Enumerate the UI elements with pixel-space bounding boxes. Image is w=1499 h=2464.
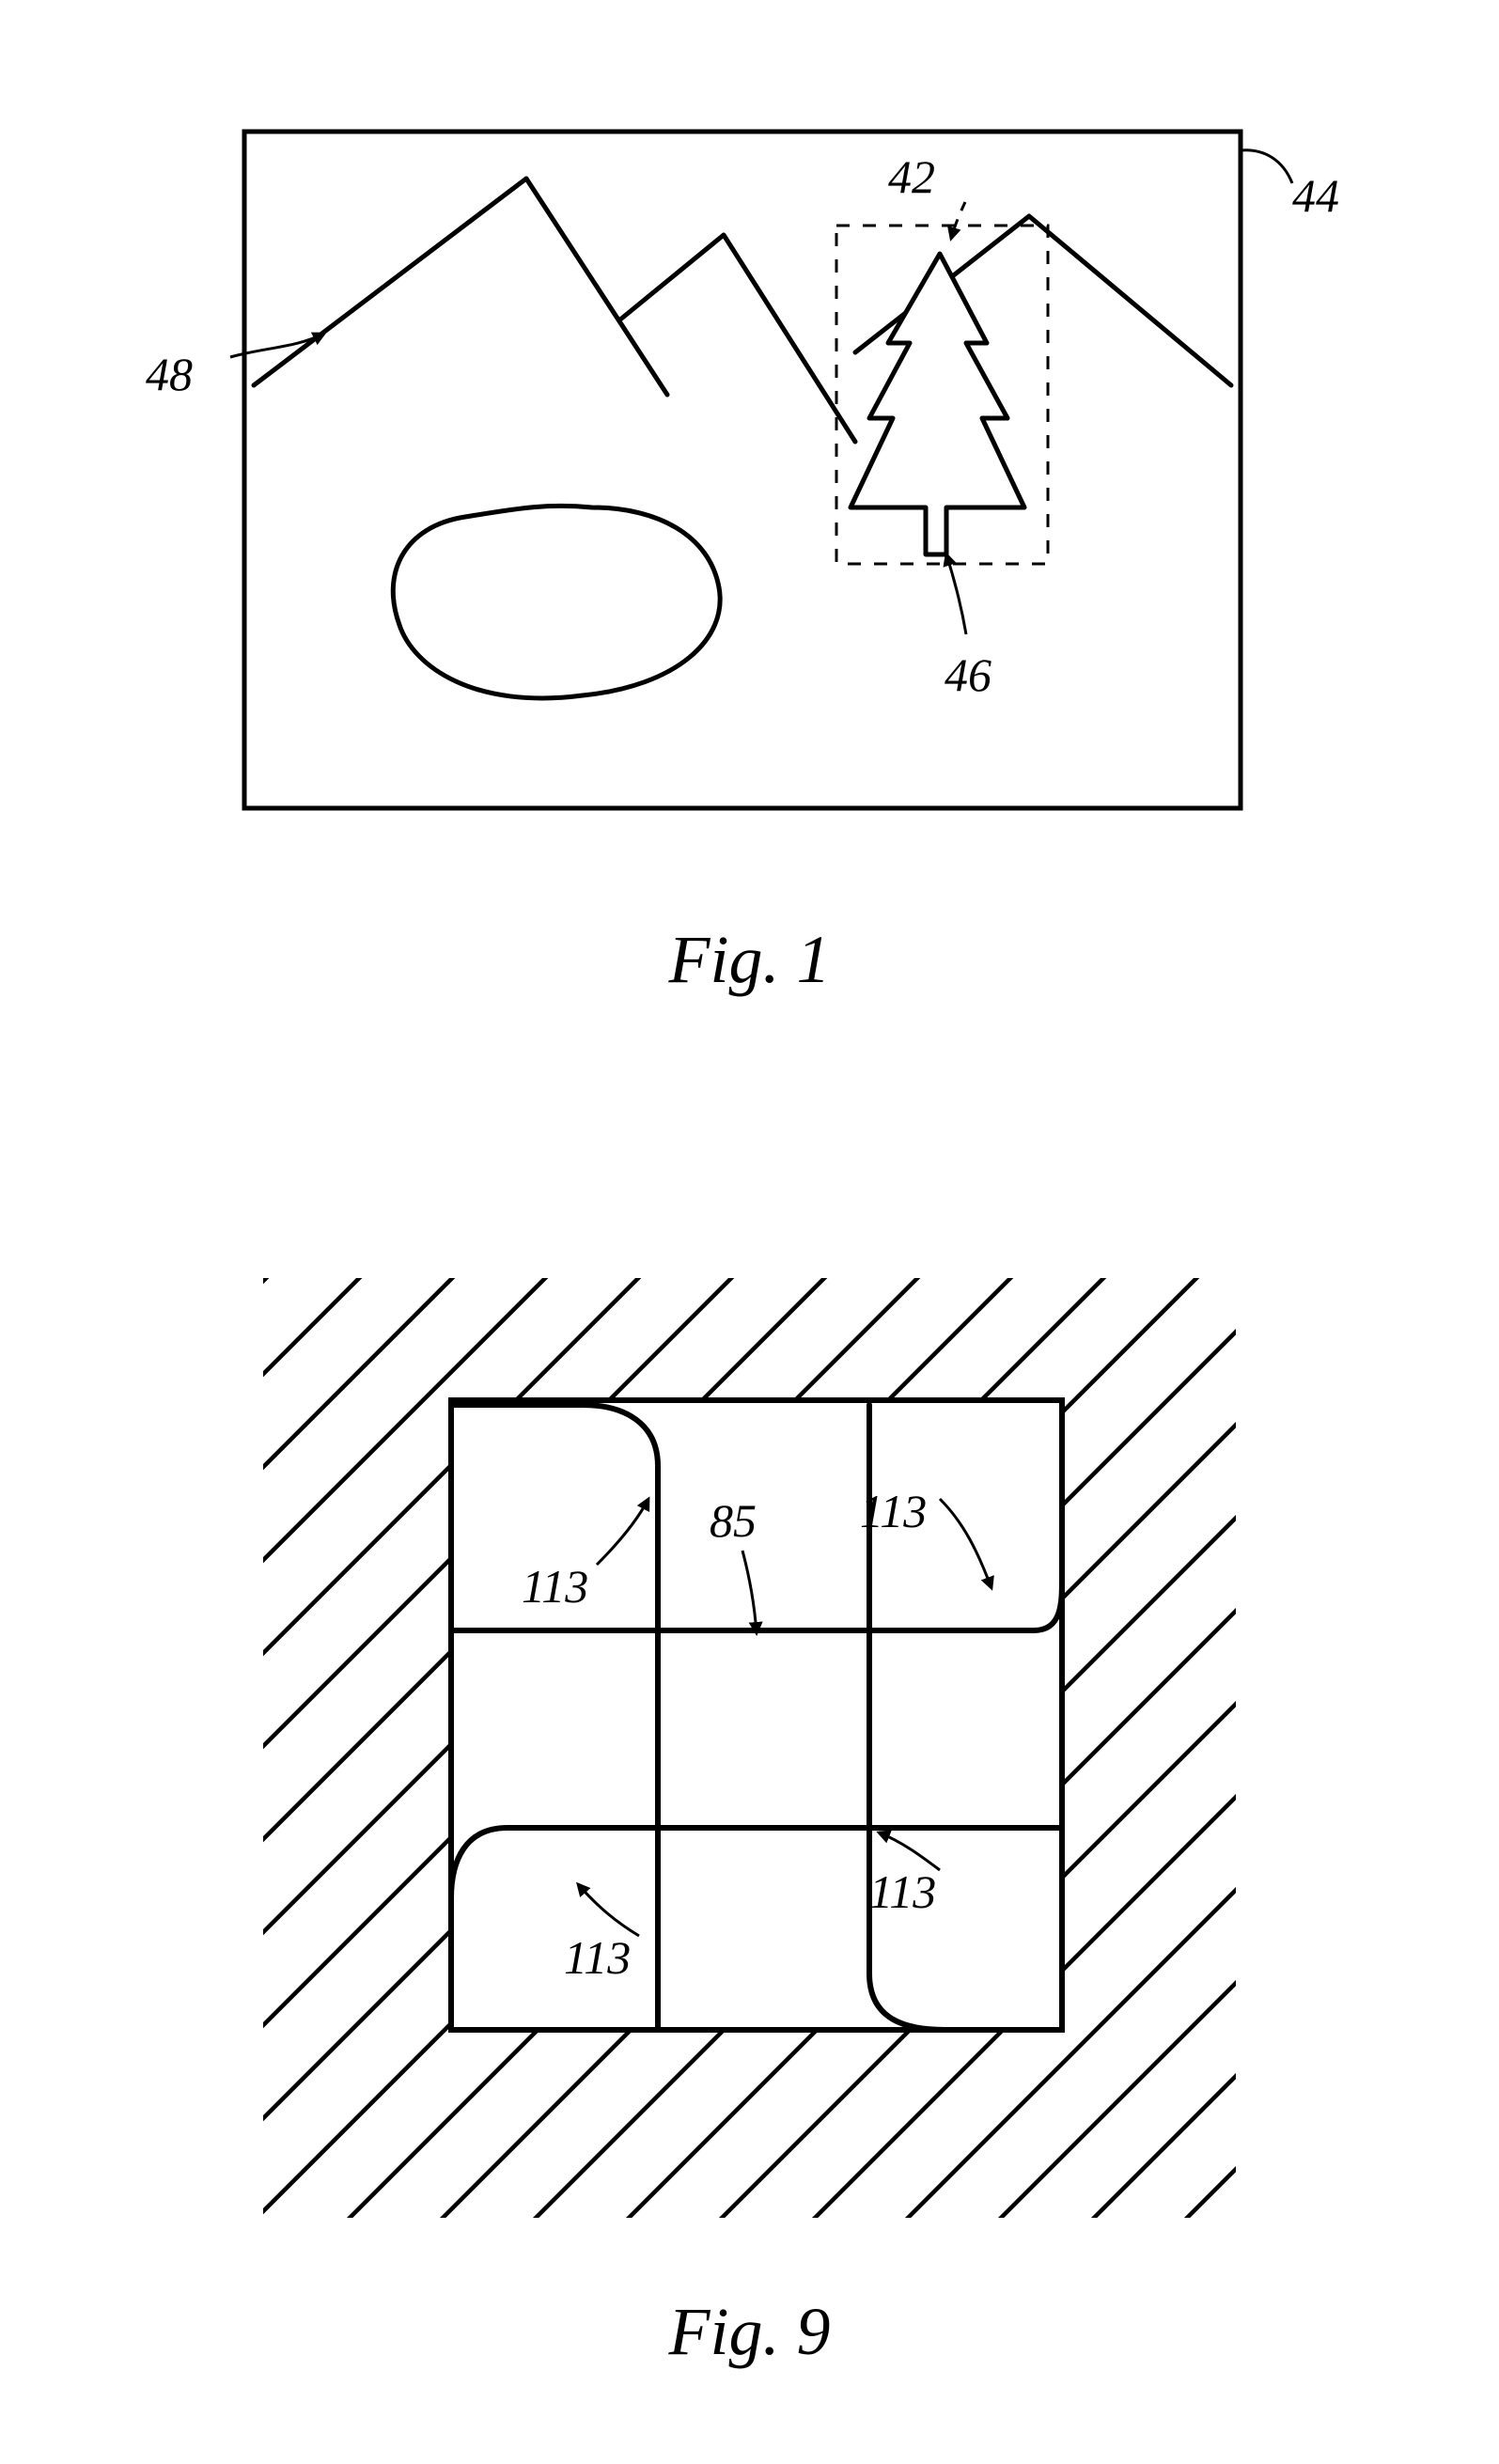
label-113-br: 113 — [869, 1865, 936, 1918]
label-113-tl: 113 — [522, 1560, 588, 1613]
label-44: 44 — [1292, 169, 1339, 222]
figure-9-svg: 85 113 113 113 113 — [263, 1278, 1236, 2218]
figure-1-svg: 44 42 48 46 — [141, 113, 1358, 846]
label-113-tr: 113 — [860, 1485, 927, 1537]
label-85: 85 — [710, 1494, 757, 1547]
label-113-bl: 113 — [564, 1931, 631, 1984]
fig9-square — [451, 1400, 1062, 2030]
leader-44 — [1241, 150, 1292, 183]
figure-9-caption: Fig. 9 — [263, 2293, 1236, 2371]
figure-1: 44 42 48 46 Fig. 1 — [141, 113, 1358, 999]
label-46: 46 — [945, 648, 992, 701]
fig1-outer-rect — [244, 132, 1241, 808]
figure-9: 85 113 113 113 113 Fig. 9 — [263, 1278, 1236, 2371]
label-42: 42 — [888, 150, 935, 203]
figure-1-caption: Fig. 1 — [141, 921, 1358, 999]
label-48: 48 — [146, 348, 193, 400]
page: 44 42 48 46 Fig. 1 — [0, 0, 1499, 2464]
